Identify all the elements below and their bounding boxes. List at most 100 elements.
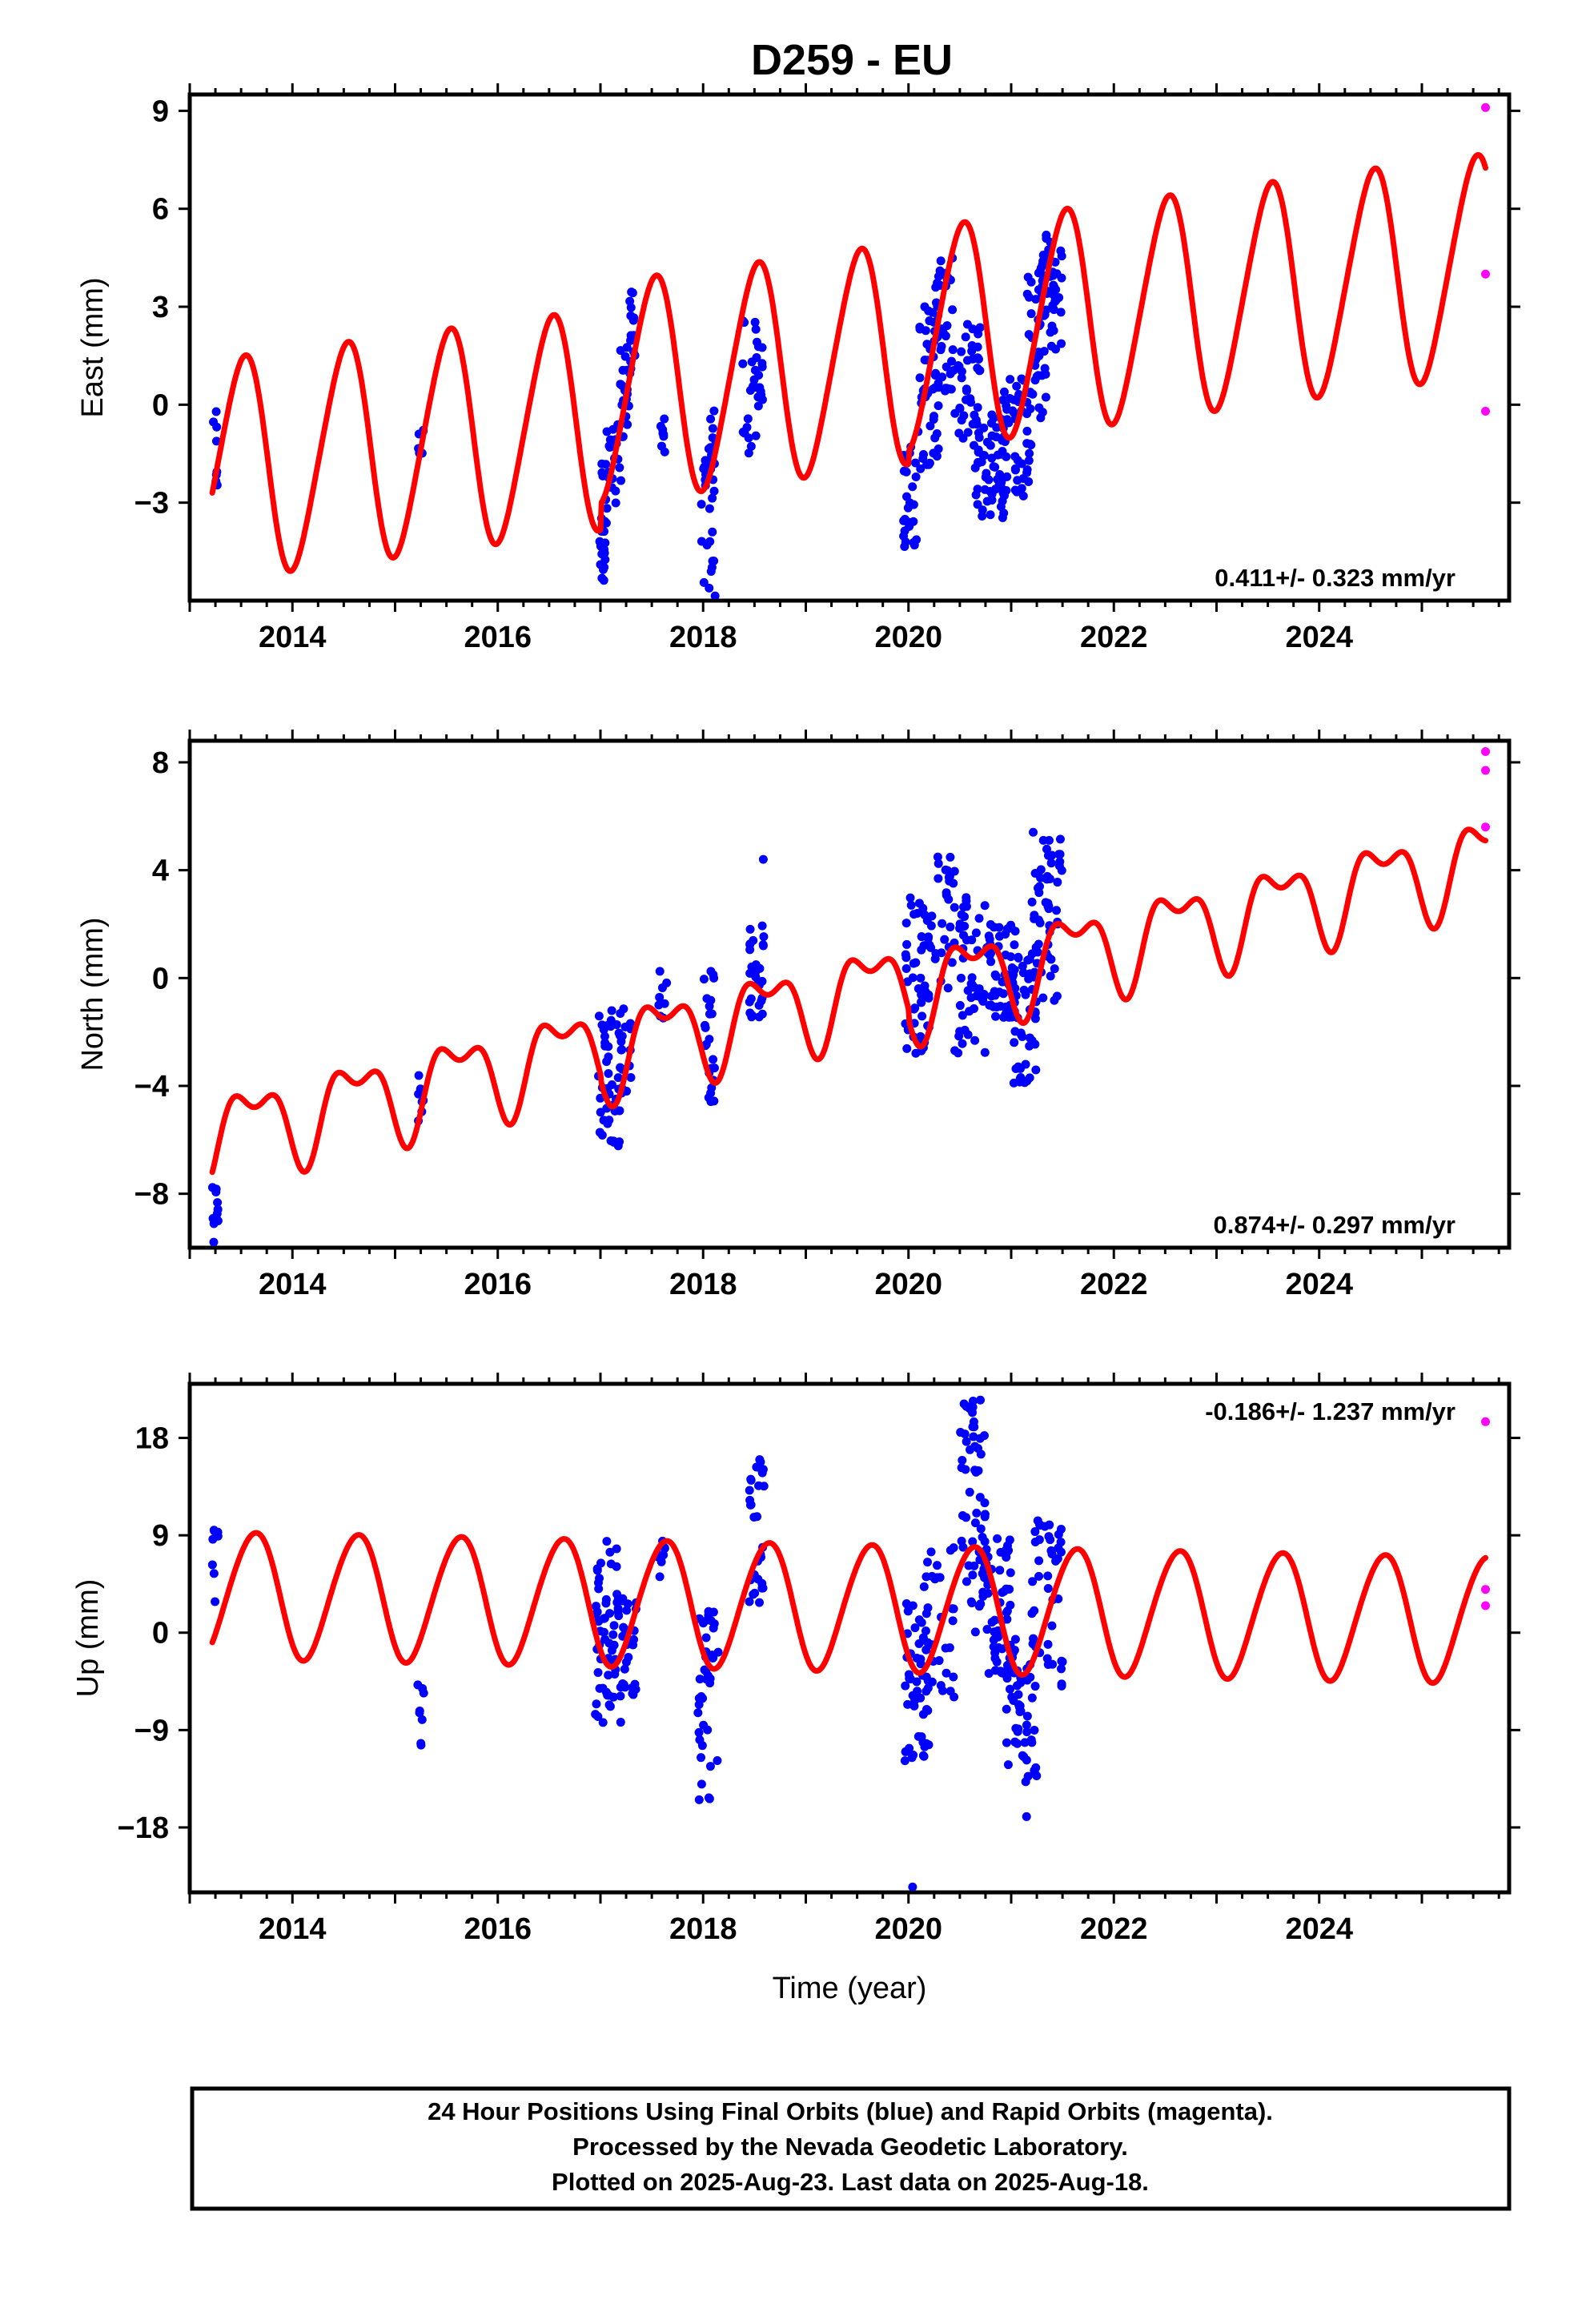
final-orbit-point: [604, 1638, 614, 1648]
final-orbit-point: [757, 921, 767, 931]
final-orbit-point: [745, 924, 755, 934]
final-orbit-point: [921, 987, 930, 996]
final-orbit-point: [1005, 394, 1014, 404]
y-tick-label: 18: [135, 1422, 169, 1456]
final-orbit-point: [1055, 834, 1065, 844]
final-orbit-point: [962, 1513, 971, 1522]
final-orbit-point: [960, 912, 970, 922]
model-curve: [209, 1530, 1488, 1687]
final-orbit-point: [969, 1432, 978, 1441]
final-orbit-point: [1042, 234, 1051, 243]
final-orbit-point: [210, 1526, 219, 1536]
final-orbit-point: [614, 1106, 624, 1116]
final-orbit-point: [1034, 1556, 1044, 1566]
final-orbit-point: [607, 1006, 616, 1015]
final-orbit-point: [991, 971, 1001, 981]
rapid-orbit-point: [1481, 407, 1491, 416]
final-orbit-point: [927, 1571, 937, 1581]
final-orbit-point: [1057, 1664, 1066, 1674]
final-orbit-point: [211, 1597, 220, 1606]
final-orbit-point: [995, 1566, 1005, 1575]
final-orbit-point: [998, 513, 1007, 523]
final-orbit-point: [1054, 1543, 1063, 1553]
final-orbit-point: [943, 983, 953, 993]
final-orbit-point: [909, 1701, 919, 1711]
final-orbit-point: [998, 396, 1008, 405]
final-orbit-point: [931, 368, 941, 378]
final-orbit-point: [1043, 1571, 1053, 1581]
y-tick-label: 0: [152, 1617, 169, 1651]
final-orbit-point: [995, 470, 1005, 480]
final-orbit-point: [954, 360, 963, 370]
final-orbit-point: [975, 1493, 985, 1502]
model-curve: [209, 151, 1488, 574]
final-orbit-point: [628, 316, 638, 325]
final-orbit-point: [1010, 927, 1020, 936]
final-orbit-point: [958, 1011, 967, 1020]
x-tick-label: 2014: [259, 621, 327, 654]
x-tick-label: 2016: [464, 621, 532, 654]
final-orbit-point: [920, 910, 930, 919]
final-orbit-point: [213, 1198, 223, 1208]
final-orbit-point: [1049, 280, 1058, 290]
final-orbit-point: [973, 485, 982, 494]
final-orbit-point: [912, 535, 921, 545]
rapid-orbit-point: [1481, 766, 1491, 775]
final-orbit-point: [758, 854, 768, 864]
final-orbit-point: [701, 1633, 711, 1642]
final-orbit-point: [950, 903, 959, 912]
final-orbit-point: [752, 353, 761, 363]
final-orbit-point: [955, 404, 965, 413]
final-orbit-point: [983, 1589, 993, 1598]
final-orbit-point: [1002, 1738, 1011, 1747]
final-orbit-point: [1025, 1041, 1034, 1051]
final-orbit-point: [1028, 1577, 1038, 1586]
final-orbit-point: [604, 1691, 613, 1700]
y-tick-label: 6: [152, 193, 169, 227]
final-orbit-point: [602, 427, 612, 436]
final-orbit-point: [948, 305, 958, 315]
final-orbit-point: [1030, 1725, 1039, 1735]
final-orbit-point: [929, 448, 938, 458]
final-orbit-point: [706, 995, 716, 1005]
final-orbit-point: [970, 1466, 980, 1475]
final-orbit-point: [622, 1606, 632, 1615]
final-orbit-point: [591, 1602, 600, 1611]
final-orbit-point: [749, 935, 758, 945]
final-orbit-point: [1016, 1073, 1026, 1083]
final-orbit-point: [1018, 961, 1027, 971]
final-orbit-point: [628, 288, 637, 298]
final-orbit-point: [701, 1023, 710, 1032]
final-orbit-point: [209, 1237, 219, 1246]
final-orbit-point: [754, 370, 764, 380]
final-orbit-point: [1046, 1546, 1056, 1555]
y-tick-label: −18: [118, 1811, 169, 1845]
final-orbit-point: [705, 1762, 715, 1771]
final-orbit-point: [1022, 426, 1032, 436]
plot-area: [209, 103, 1491, 599]
final-orbit-point: [1053, 1554, 1062, 1563]
final-orbit-point: [989, 413, 998, 423]
final-orbit-point: [979, 423, 989, 432]
footer-box: 24 Hour Positions Using Final Orbits (bl…: [190, 2086, 1512, 2211]
final-orbit-point: [936, 1681, 946, 1691]
rapid-orbit-point: [1481, 103, 1491, 112]
final-orbit-point: [713, 1755, 722, 1765]
final-orbit-point: [911, 958, 921, 967]
final-orbit-point: [1030, 869, 1040, 879]
final-orbit-point: [609, 1621, 619, 1630]
final-orbit-point: [1041, 392, 1050, 402]
final-orbit-point: [924, 932, 934, 942]
final-orbit-point: [603, 1119, 612, 1128]
final-orbit-point: [738, 359, 748, 368]
final-orbit-point: [705, 504, 714, 513]
final-orbit-point: [986, 440, 995, 450]
final-orbit-point: [926, 921, 936, 931]
final-orbit-point: [749, 1590, 758, 1599]
final-orbit-point: [905, 498, 914, 508]
x-tick-label: 2020: [874, 1268, 942, 1301]
final-orbit-point: [991, 432, 1001, 442]
final-orbit-point: [759, 1482, 769, 1491]
final-orbit-point: [416, 1740, 426, 1750]
final-orbit-point: [1034, 1571, 1044, 1581]
